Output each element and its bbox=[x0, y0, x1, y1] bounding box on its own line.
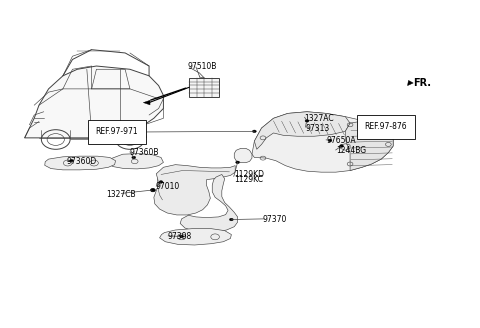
FancyBboxPatch shape bbox=[189, 78, 219, 97]
Polygon shape bbox=[159, 229, 231, 245]
Circle shape bbox=[328, 139, 332, 142]
Text: 1327CB: 1327CB bbox=[106, 190, 136, 198]
Polygon shape bbox=[252, 112, 393, 172]
Polygon shape bbox=[254, 112, 350, 149]
Text: 97370: 97370 bbox=[263, 215, 288, 224]
Circle shape bbox=[386, 127, 390, 129]
Circle shape bbox=[236, 161, 240, 164]
Text: FR.: FR. bbox=[413, 78, 431, 88]
Text: REF.97-876: REF.97-876 bbox=[364, 122, 407, 131]
Circle shape bbox=[180, 235, 183, 238]
Polygon shape bbox=[234, 148, 252, 163]
Polygon shape bbox=[154, 165, 235, 215]
Polygon shape bbox=[180, 174, 238, 233]
Text: 1129KC: 1129KC bbox=[234, 175, 263, 184]
Text: 1327AC: 1327AC bbox=[305, 114, 334, 123]
Text: 97650A: 97650A bbox=[326, 136, 356, 145]
Text: 1129KD: 1129KD bbox=[234, 170, 264, 179]
Circle shape bbox=[339, 145, 343, 147]
Circle shape bbox=[252, 130, 256, 133]
Text: REF.97-971: REF.97-971 bbox=[96, 128, 138, 136]
Polygon shape bbox=[144, 100, 150, 105]
Text: 97360D: 97360D bbox=[67, 157, 97, 166]
Text: 1244BG: 1244BG bbox=[336, 146, 366, 155]
Circle shape bbox=[305, 120, 309, 122]
Text: 97313: 97313 bbox=[306, 124, 330, 133]
Circle shape bbox=[229, 218, 233, 221]
Text: 97360B: 97360B bbox=[130, 148, 159, 157]
Circle shape bbox=[159, 181, 163, 183]
Text: 97010: 97010 bbox=[156, 182, 180, 191]
Polygon shape bbox=[45, 156, 116, 170]
Polygon shape bbox=[107, 154, 163, 169]
Circle shape bbox=[132, 156, 136, 159]
Text: 97398: 97398 bbox=[167, 232, 192, 241]
Text: 97510B: 97510B bbox=[187, 62, 217, 71]
Polygon shape bbox=[24, 66, 163, 138]
Circle shape bbox=[70, 159, 73, 162]
Circle shape bbox=[151, 189, 156, 192]
Polygon shape bbox=[408, 80, 413, 86]
Polygon shape bbox=[345, 122, 393, 171]
